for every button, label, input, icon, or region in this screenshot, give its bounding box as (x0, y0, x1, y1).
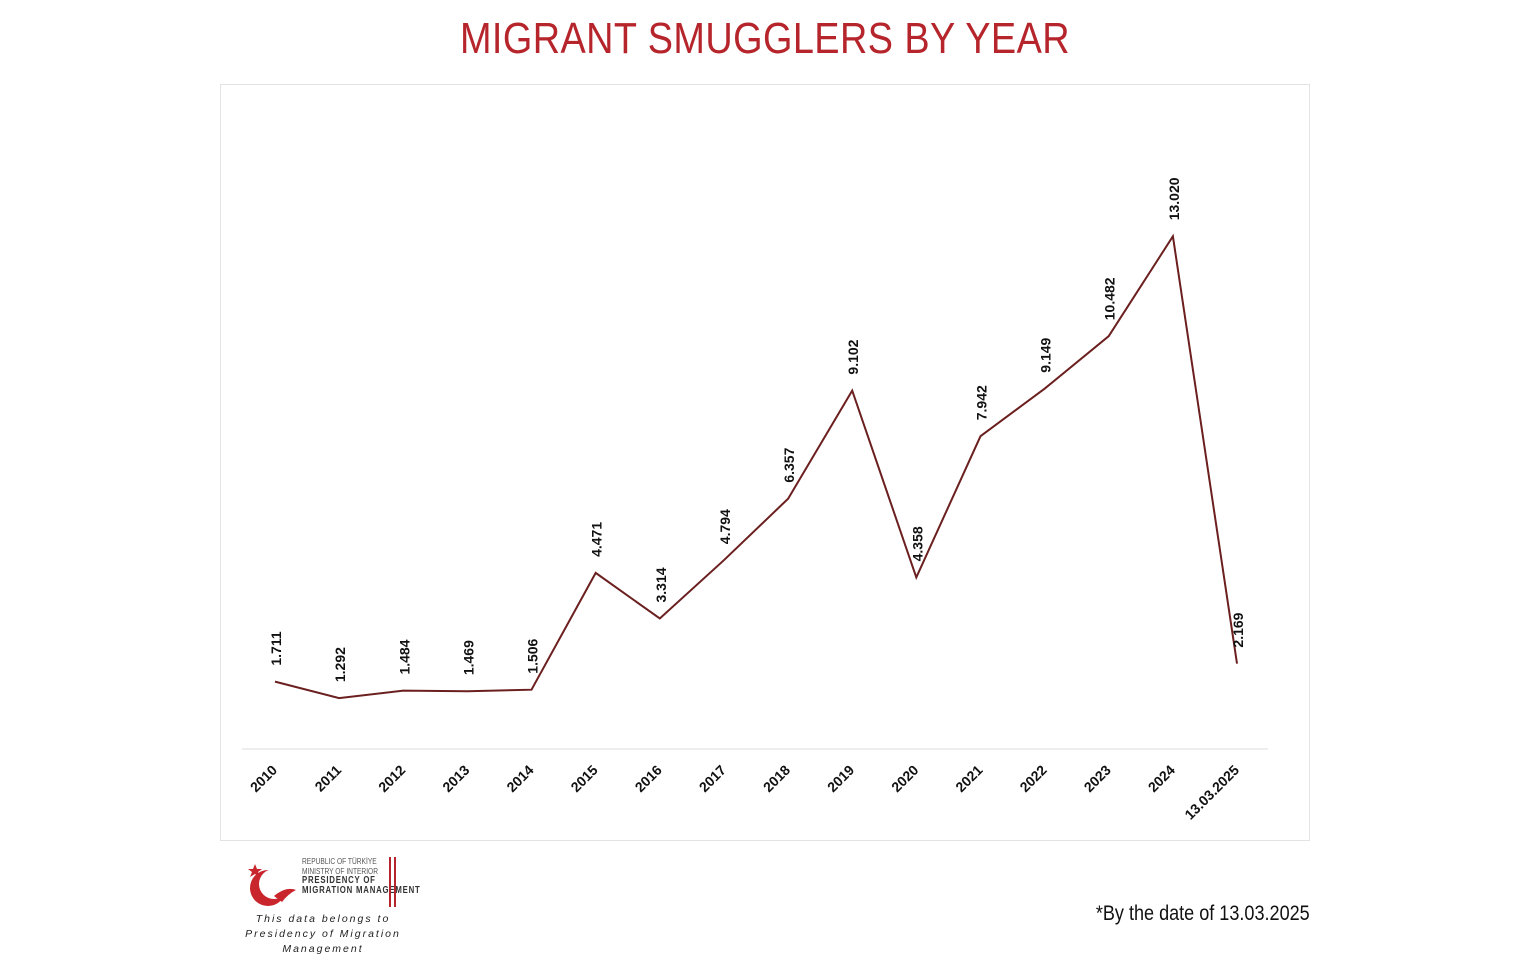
x-tick-label: 2016 (632, 762, 665, 795)
x-tick-label: 2020 (888, 762, 921, 795)
data-label: 3.314 (653, 567, 669, 602)
x-tick-label: 2014 (503, 762, 536, 795)
x-tick-label: 2010 (247, 762, 280, 795)
x-tick-label: 2021 (952, 762, 985, 795)
logo-divider (389, 857, 391, 907)
crescent-star-icon (248, 864, 296, 906)
series-line (274, 233, 1238, 700)
data-label: 1.469 (460, 640, 476, 675)
data-labels: 1.711 1.292 1.484 1.469 1.506 4.471 3.314 4.794… (268, 177, 1246, 682)
logo-line-4: MIGRATION MANAGEMENT (302, 884, 421, 896)
data-label: 1.292 (332, 647, 348, 682)
x-tick-labels: 2010 2011 2012 2013 2014 2015 2016 2017 2018 2019… (247, 762, 1242, 823)
data-label: 1.484 (396, 639, 412, 674)
credit-line-1: This data belongs to (255, 913, 391, 925)
credit-line-2: Presidency of Migration Management (245, 928, 401, 955)
x-tick-label: 2013 (439, 762, 472, 795)
logo-text: REPUBLIC OF TÜRKİYE MINISTRY OF INTERIOR… (302, 856, 421, 896)
data-label: 4.471 (589, 522, 605, 557)
data-label: 6.357 (781, 447, 797, 482)
footnote: *By the date of 13.03.2025 (1096, 902, 1310, 925)
logo-line-3: PRESIDENCY OF (302, 875, 376, 886)
x-tick-label: 2018 (760, 762, 793, 795)
x-tick-label: 2019 (824, 762, 857, 795)
x-tick-label: 2015 (567, 762, 600, 795)
data-label: 1.506 (525, 638, 541, 673)
x-tick-label: 2012 (375, 762, 408, 795)
logo-line-2: MINISTRY OF INTERIOR (302, 865, 379, 876)
x-tick-label: 2011 (311, 762, 344, 795)
data-credit: This data belongs to Presidency of Migra… (220, 912, 426, 957)
x-tick-label: 2024 (1145, 762, 1178, 795)
data-label: 1.711 (268, 631, 284, 665)
data-label: 13.020 (1166, 177, 1182, 220)
chart-frame (220, 84, 1310, 841)
x-tick-label: 2017 (696, 762, 729, 795)
x-tick-label: 2023 (1081, 762, 1114, 795)
data-label: 4.794 (717, 509, 733, 544)
data-label: 9.102 (845, 339, 861, 374)
data-label: 2.169 (1230, 612, 1246, 647)
data-label: 4.358 (909, 526, 925, 561)
data-label: 7.942 (973, 385, 989, 420)
data-label: 10.482 (1102, 277, 1118, 320)
x-tick-label: 13.03.2025 (1181, 762, 1242, 823)
x-tick-label: 2022 (1016, 762, 1049, 795)
data-label: 9.149 (1038, 337, 1054, 372)
logo-line-1: REPUBLIC OF TÜRKİYE (302, 856, 377, 866)
chart-title: MIGRANT SMUGGLERS BY YEAR (459, 14, 1071, 63)
logo-divider-2 (394, 857, 396, 907)
ministry-logo (244, 856, 404, 912)
